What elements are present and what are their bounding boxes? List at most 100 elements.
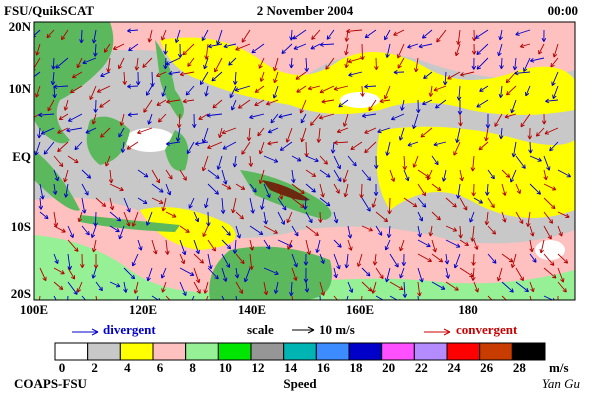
- colorbar-swatch: [119, 342, 154, 361]
- wind-arrow: [431, 281, 446, 290]
- wind-arrow: [161, 197, 167, 212]
- wind-arrow: [417, 267, 424, 283]
- wind-arrow: [142, 57, 153, 68]
- wind-arrow: [277, 197, 287, 211]
- wind-arrow: [319, 169, 331, 178]
- wind-arrow: [417, 239, 431, 248]
- colorbar-swatch: [348, 342, 383, 361]
- wind-arrow: [543, 197, 556, 210]
- wind-arrow: [179, 169, 187, 181]
- wind-arrow: [93, 99, 98, 113]
- wind-arrow: [273, 281, 279, 294]
- wind-arrow: [161, 85, 167, 97]
- wind-arrow: [35, 43, 41, 56]
- wind-arrow: [221, 127, 237, 135]
- wind-arrow: [263, 267, 279, 275]
- wind-arrow: [321, 99, 335, 104]
- wind-arrow: [203, 57, 209, 70]
- wind-arrow: [473, 197, 484, 204]
- wind-arrow: [445, 281, 459, 291]
- wind-arrow: [46, 29, 55, 39]
- wind-arrow: [509, 169, 517, 183]
- wind-arrow: [515, 155, 526, 169]
- wind-arrow: [514, 70, 531, 76]
- wind-arrow: [504, 113, 517, 119]
- wind-arrow: [136, 295, 139, 300]
- wind-arrow: [112, 43, 125, 50]
- wind-arrow: [515, 281, 529, 293]
- wind-arrow: [361, 281, 373, 292]
- wind-arrow: [246, 127, 252, 142]
- colorbar-swatch: [152, 342, 187, 361]
- wind-arrow: [187, 57, 195, 67]
- wind-arrow: [303, 197, 308, 210]
- wind-arrow: [267, 127, 279, 134]
- wind-arrow: [551, 71, 559, 86]
- wind-arrow: [375, 225, 383, 236]
- map-frame: [33, 21, 576, 301]
- wind-arrow: [232, 71, 238, 85]
- wind-arrow: [93, 253, 99, 269]
- wind-arrow: [249, 113, 265, 120]
- wind-arrow: [385, 141, 391, 156]
- wind-arrow: [469, 211, 475, 223]
- wind-arrow: [291, 169, 296, 183]
- wind-arrow: [235, 43, 251, 51]
- wind-arrow: [384, 267, 391, 283]
- wind-arrow: [109, 211, 122, 222]
- wind-arrow: [131, 211, 139, 227]
- wind-arrow: [151, 239, 158, 255]
- wind-arrow: [543, 183, 557, 191]
- wind-arrow: [501, 183, 507, 196]
- wind-arrow: [96, 85, 111, 93]
- wind-arrow: [63, 99, 69, 111]
- wind-arrow: [383, 85, 391, 100]
- wind-arrow: [485, 183, 490, 196]
- wind-arrow: [61, 29, 69, 41]
- wind-arrow: [216, 29, 223, 45]
- wind-arrow: [393, 29, 405, 36]
- wind-arrow: [221, 267, 228, 282]
- wind-arrow: [433, 141, 447, 147]
- wind-arrow: [431, 239, 437, 253]
- wind-arrow: [397, 57, 405, 69]
- wind-arrow: [91, 267, 97, 279]
- wind-arrow: [541, 29, 547, 42]
- wind-arrow: [417, 253, 432, 262]
- wind-arrow: [414, 57, 419, 73]
- wind-arrow: [347, 155, 357, 167]
- wind-arrow: [364, 84, 377, 89]
- speed-field: [535, 240, 565, 260]
- wind-arrow: [191, 295, 195, 300]
- scale-value: 10 m/s: [319, 322, 355, 337]
- wind-arrow: [431, 211, 441, 221]
- colorbar-label: 26: [480, 360, 494, 375]
- wind-arrow: [385, 43, 391, 58]
- wind-arrow: [175, 127, 181, 142]
- wind-arrow: [412, 155, 419, 168]
- wind-arrow: [109, 183, 124, 192]
- wind-arrow: [445, 225, 458, 232]
- wind-arrow: [216, 155, 223, 170]
- wind-arrow: [471, 253, 476, 266]
- wind-arrow: [529, 253, 537, 263]
- lat-label: 20N: [9, 19, 32, 34]
- wind-arrow: [143, 99, 153, 113]
- wind-arrow: [228, 57, 237, 66]
- wind-arrow: [315, 239, 321, 254]
- wind-arrow: [393, 69, 405, 75]
- wind-arrow: [235, 225, 241, 239]
- wind-arrow: [350, 141, 363, 150]
- wind-arrow: [530, 57, 545, 63]
- wind-arrow: [168, 70, 181, 76]
- wind-arrow: [230, 99, 237, 111]
- wind-arrow: [390, 113, 405, 121]
- wind-arrow: [278, 113, 293, 119]
- wind-arrow: [361, 113, 377, 118]
- colorbar-swatch: [217, 342, 252, 361]
- wind-arrow: [510, 253, 517, 269]
- wind-arrow: [191, 113, 197, 128]
- wind-arrow: [289, 57, 294, 69]
- wind-arrow: [150, 71, 155, 87]
- land: [86, 116, 130, 165]
